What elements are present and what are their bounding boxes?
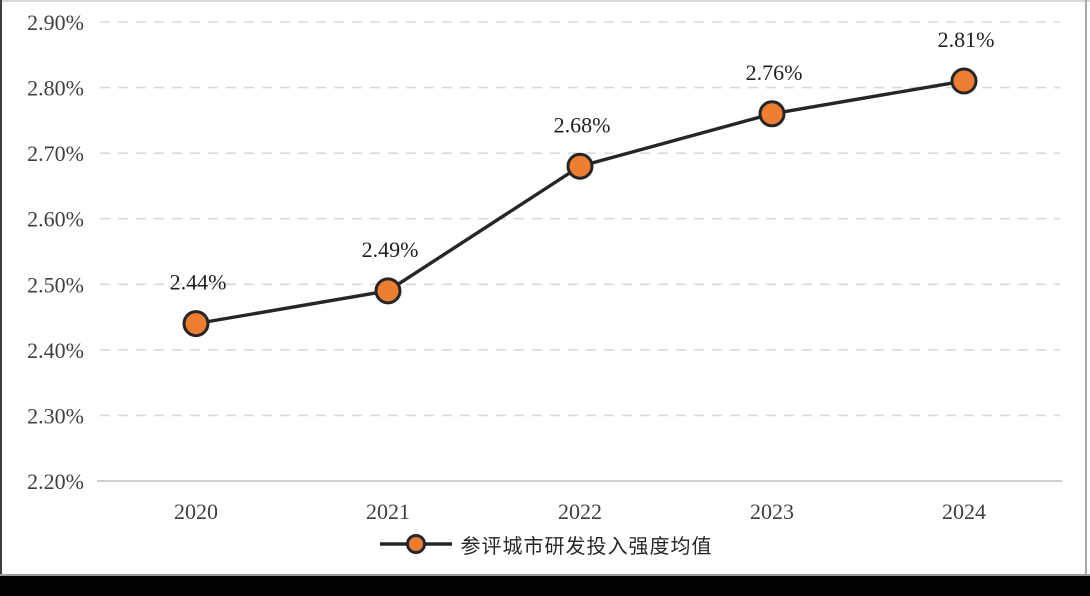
y-tick-label: 2.60% [27, 207, 84, 232]
chart-legend: 参评城市研发投入强度均值 [0, 528, 1090, 560]
y-tick-label: 2.50% [27, 272, 84, 297]
data-point-label: 2.68% [554, 112, 611, 137]
data-point-marker [950, 67, 978, 95]
data-point-marker [758, 100, 786, 128]
data-point-label: 2.49% [362, 237, 419, 262]
legend-marker-icon [379, 534, 452, 554]
line-chart: 2.90% 2.80% 2.70% 2.60% 2.50% 2.40% 2.30% 2.20%… [27, 10, 1062, 524]
y-tick-label: 2.20% [27, 469, 84, 494]
x-tick-label: 2022 [558, 499, 602, 524]
legend-series-label: 参评城市研发投入强度均值 [460, 533, 713, 558]
frame-border-left [0, 0, 2, 576]
frame-border-top [0, 0, 1090, 2]
y-tick-label: 2.30% [27, 403, 84, 428]
y-tick-label: 2.90% [27, 10, 84, 35]
y-tick-label: 2.80% [27, 76, 84, 101]
data-point-marker [182, 310, 210, 338]
frame-bottom-bar [0, 576, 1090, 596]
x-tick-label: 2021 [366, 499, 410, 524]
data-point-marker [566, 152, 594, 180]
x-tick-label: 2020 [174, 499, 218, 524]
x-tick-label: 2024 [942, 499, 986, 524]
x-tick-label: 2023 [750, 499, 794, 524]
data-point-label: 2.76% [746, 60, 803, 85]
frame-bottom-rule [0, 574, 1090, 576]
frame-border-right [1085, 0, 1087, 574]
data-point-label: 2.81% [938, 27, 995, 52]
y-tick-label: 2.40% [27, 338, 84, 363]
data-point-label: 2.44% [170, 270, 227, 295]
data-point-marker [374, 277, 402, 305]
y-tick-label: 2.70% [27, 141, 84, 166]
